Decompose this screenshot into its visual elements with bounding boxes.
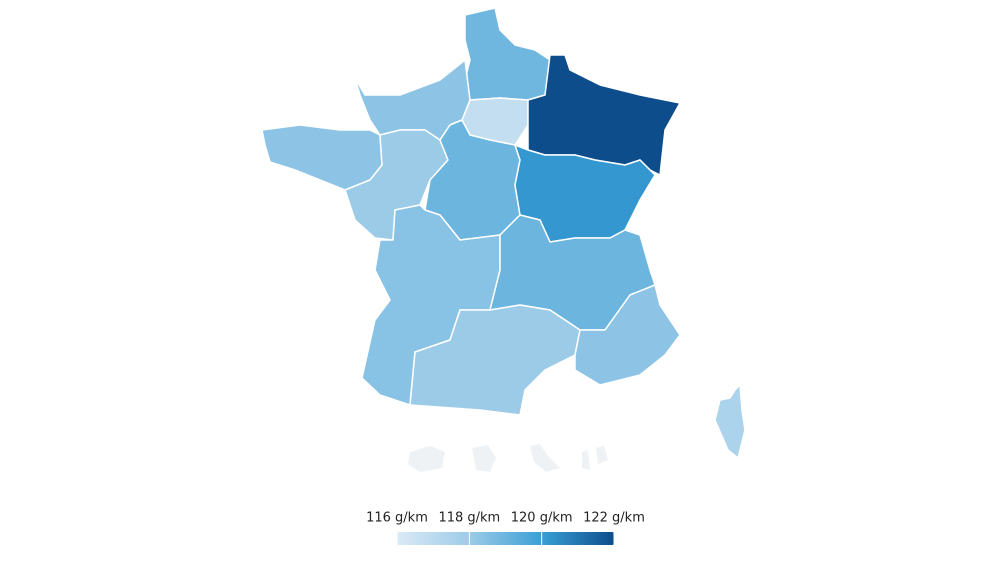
legend: 116 g/km 118 g/km 120 g/km 122 g/km xyxy=(366,511,645,545)
colorbar xyxy=(397,532,614,545)
overseas-territories xyxy=(408,444,608,472)
region xyxy=(514,144,656,243)
region xyxy=(261,124,383,191)
region xyxy=(464,7,551,101)
legend-tick-label: 118 g/km xyxy=(438,511,500,526)
legend-tick-label: 116 g/km xyxy=(366,511,428,526)
legend-tick-label: 120 g/km xyxy=(511,511,573,526)
legend-tick-label: 122 g/km xyxy=(583,511,645,526)
region xyxy=(409,304,581,416)
region xyxy=(714,384,746,459)
region xyxy=(574,284,681,386)
regions xyxy=(261,7,746,459)
